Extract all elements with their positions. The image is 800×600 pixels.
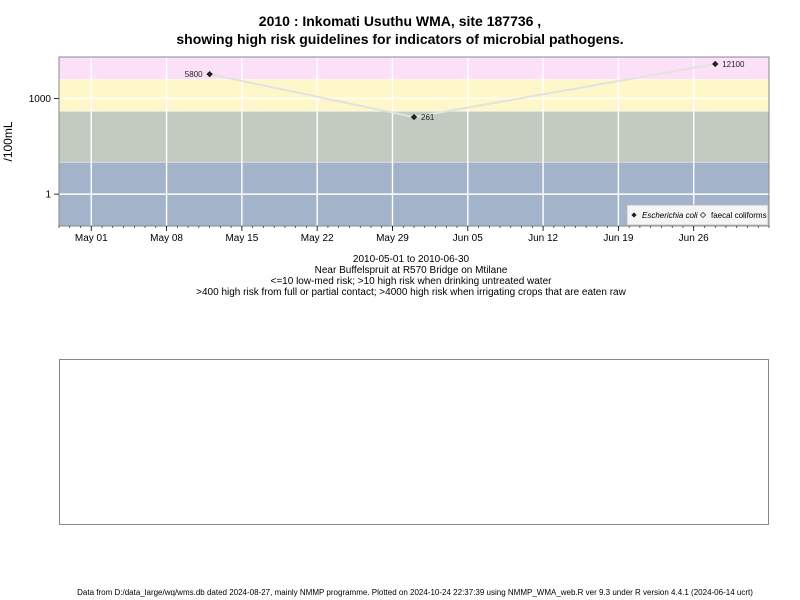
data-label: 12100 [722, 60, 745, 69]
guideline-contact: >400 high risk from full or partial cont… [196, 287, 626, 298]
x-tick-label: May 22 [301, 233, 334, 244]
site-description: Near Buffelspruit at R570 Bridge on Mtil… [314, 265, 508, 276]
chart-title-line2: showing high risk guidelines for indicat… [176, 31, 624, 47]
footer-note: Data from D:/data_large/wq/wms.db dated … [77, 588, 753, 597]
data-label: 5800 [185, 70, 203, 79]
risk-band [59, 79, 769, 112]
y-tick-label: 1000 [29, 94, 52, 105]
legend: Escherichia coli faecal coliforms [626, 204, 769, 226]
legend-marker-faecal [699, 211, 707, 219]
x-tick-label: May 01 [75, 233, 108, 244]
data-label: 261 [421, 113, 435, 122]
legend-marker-e-coli [631, 212, 637, 218]
guideline-drinking: <=10 low-med risk; >10 high risk when dr… [270, 276, 552, 287]
data-point-e-coli [712, 60, 719, 68]
x-tick-label: Jun 19 [603, 233, 633, 244]
empty-panel [59, 359, 769, 525]
y-tick-label: 1 [45, 190, 51, 201]
data-point-e-coli [206, 70, 213, 78]
legend-label-e-coli: Escherichia coli [642, 211, 698, 220]
legend-box [626, 204, 769, 226]
x-tick-label: Jun 26 [679, 233, 709, 244]
data-point-e-coli [410, 113, 418, 121]
x-tick-label: Jun 05 [453, 233, 483, 244]
x-tick-label: May 15 [225, 233, 258, 244]
date-range-caption: 2010-05-01 to 2010-06-30 [352, 254, 470, 265]
y-axis-label: /100mL [1, 121, 15, 161]
legend-label-faecal: faecal coliforms [711, 211, 767, 220]
x-tick-label: May 08 [150, 233, 183, 244]
chart-plot: 5800 261 12100 May 01 May 08 May 15 May 22 May… [1, 56, 770, 244]
x-tick-label: Jun 12 [528, 233, 558, 244]
chart-title-line1: 2010 : Inkomati Usuthu WMA, site 187736 … [258, 13, 542, 29]
risk-band [59, 57, 769, 80]
x-tick-label: May 29 [376, 233, 409, 244]
